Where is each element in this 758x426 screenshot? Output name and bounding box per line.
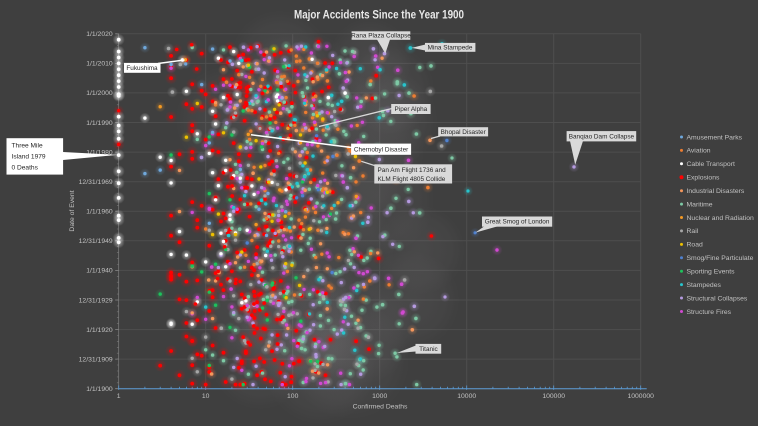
svg-text:Island 1979: Island 1979 xyxy=(12,154,46,161)
svg-text:Aviation: Aviation xyxy=(687,148,711,155)
svg-text:Piper Alpha: Piper Alpha xyxy=(395,106,428,113)
svg-text:Road: Road xyxy=(687,242,703,249)
svg-text:Major Accidents Since the Year: Major Accidents Since the Year 1900 xyxy=(294,8,464,22)
svg-text:1/1/1940: 1/1/1940 xyxy=(86,268,113,275)
svg-text:12/31/1909: 12/31/1909 xyxy=(79,356,113,363)
svg-text:Fukushima: Fukushima xyxy=(126,65,158,72)
svg-text:Mina Stampede: Mina Stampede xyxy=(428,44,473,51)
svg-text:100: 100 xyxy=(287,393,299,400)
svg-text:Great Smog of London: Great Smog of London xyxy=(485,219,550,226)
svg-text:1/1/1980: 1/1/1980 xyxy=(86,149,113,156)
svg-text:1/1/2000: 1/1/2000 xyxy=(86,90,113,97)
svg-text:1000000: 1000000 xyxy=(627,393,654,400)
svg-text:Sporting Events: Sporting Events xyxy=(687,269,736,276)
svg-text:Industrial Disasters: Industrial Disasters xyxy=(687,188,745,195)
svg-text:Chernobyl Disaster: Chernobyl Disaster xyxy=(354,147,409,154)
svg-text:1/1/2020: 1/1/2020 xyxy=(86,31,113,38)
svg-text:Confirmed Deaths: Confirmed Deaths xyxy=(353,404,408,411)
svg-text:12/31/1969: 12/31/1969 xyxy=(79,179,113,186)
svg-text:Stampedes: Stampedes xyxy=(687,282,722,289)
svg-text:Titanic: Titanic xyxy=(419,346,438,353)
svg-text:Date of Event: Date of Event xyxy=(69,190,76,231)
svg-text:12/31/1929: 12/31/1929 xyxy=(79,297,113,304)
svg-text:Nuclear and Radiation: Nuclear and Radiation xyxy=(687,215,754,222)
svg-text:1/1/1920: 1/1/1920 xyxy=(86,327,113,334)
svg-text:Cable Transport: Cable Transport xyxy=(687,161,735,168)
svg-text:Banqiao Dam Collapse: Banqiao Dam Collapse xyxy=(569,133,635,140)
svg-text:12/31/1949: 12/31/1949 xyxy=(79,238,113,245)
svg-text:Pan Am Flight 1736 and: Pan Am Flight 1736 and xyxy=(378,167,447,174)
svg-text:Maritime: Maritime xyxy=(687,201,713,208)
svg-text:Structure Fires: Structure Fires xyxy=(687,309,732,316)
svg-text:1/1/2010: 1/1/2010 xyxy=(86,61,113,68)
svg-text:Three Mile: Three Mile xyxy=(12,143,43,150)
svg-text:Smog/Fine Particulate: Smog/Fine Particulate xyxy=(687,255,754,262)
svg-text:Rail: Rail xyxy=(687,228,699,235)
svg-text:Amusement Parks: Amusement Parks xyxy=(687,134,743,141)
svg-text:10000: 10000 xyxy=(457,393,476,400)
svg-text:Rana Plaza Collapse: Rana Plaza Collapse xyxy=(351,33,411,40)
svg-text:1/1/1900: 1/1/1900 xyxy=(86,386,113,393)
svg-text:Bhopal Disaster: Bhopal Disaster xyxy=(441,129,487,136)
svg-text:0 Deaths: 0 Deaths xyxy=(12,165,39,172)
svg-text:1: 1 xyxy=(117,393,121,400)
svg-text:1/1/1990: 1/1/1990 xyxy=(86,120,113,127)
svg-text:KLM Flight 4805 Collide: KLM Flight 4805 Collide xyxy=(378,176,446,183)
svg-text:1/1/1960: 1/1/1960 xyxy=(86,209,113,216)
svg-text:Structural Collapses: Structural Collapses xyxy=(687,295,748,302)
svg-text:100000: 100000 xyxy=(542,393,565,400)
svg-text:Explosions: Explosions xyxy=(687,175,720,182)
svg-text:1000: 1000 xyxy=(372,393,387,400)
svg-text:10: 10 xyxy=(202,393,210,400)
